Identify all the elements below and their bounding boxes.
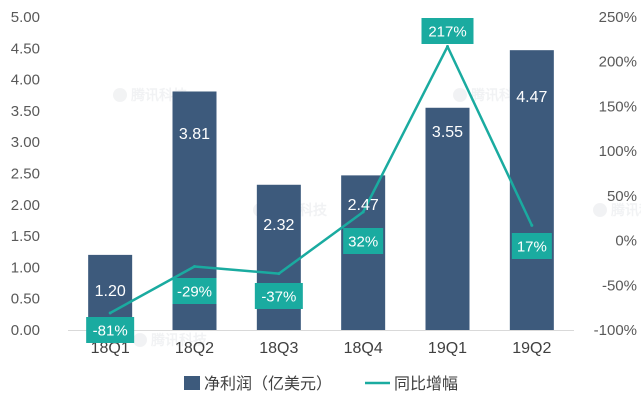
right-tick-label: 50%: [607, 188, 637, 205]
right-tick-label: -50%: [602, 277, 637, 294]
watermarks: 腾讯科技腾讯科技腾讯科技腾讯科技腾讯科技: [113, 87, 641, 348]
bar-value-labels: 1.20 3.81 2.32 2.47 3.55 4.47: [95, 89, 548, 300]
line-value-label: -37%: [254, 283, 303, 309]
svg-text:腾讯科技: 腾讯科技: [611, 202, 641, 218]
category-label: 18Q2: [175, 340, 214, 357]
svg-text:-37%: -37%: [261, 289, 296, 306]
category-label: 18Q4: [344, 340, 383, 357]
left-tick-label: 5.00: [11, 9, 40, 26]
bar-value-label: 2.32: [263, 217, 294, 234]
category-label: 19Q1: [428, 340, 467, 357]
right-tick-label: 250%: [599, 9, 637, 26]
line-path: [109, 45, 533, 315]
line-value-label: -29%: [172, 278, 217, 304]
line-value-label: 32%: [343, 228, 384, 254]
left-tick-label: 0.00: [11, 322, 40, 339]
line-series: [108, 45, 534, 315]
left-tick-label: 0.50: [11, 291, 40, 308]
watermark-logo: 腾讯科技: [593, 202, 641, 218]
category-label: 18Q1: [91, 340, 130, 357]
svg-text:17%: 17%: [517, 239, 547, 256]
left-axis: 0.00 0.50 1.00 1.50 2.00 2.50 3.00 3.50 4.00 4.50…: [11, 9, 40, 339]
left-tick-label: 3.50: [11, 103, 40, 120]
right-tick-label: 150%: [599, 98, 637, 115]
bar-value-label: 4.47: [516, 89, 547, 106]
bar-value-label: 3.81: [179, 126, 210, 143]
line-value-label: 217%: [421, 18, 474, 44]
svg-text:-81%: -81%: [93, 323, 128, 340]
right-tick-label: 0%: [615, 233, 637, 250]
line-value-label: 17%: [511, 233, 552, 259]
left-tick-label: 3.00: [11, 134, 40, 151]
bar-value-label: 2.47: [348, 197, 379, 214]
left-tick-label: 4.00: [11, 72, 40, 89]
svg-text:217%: 217%: [428, 24, 466, 41]
bar: [425, 107, 470, 331]
left-tick-label: 2.50: [11, 166, 40, 183]
bar: [509, 50, 554, 330]
legend-line-label: 同比增幅: [394, 375, 458, 393]
line-point: [446, 45, 449, 49]
line-point: [193, 265, 196, 269]
line-point: [108, 311, 112, 315]
line-value-label: -81%: [86, 317, 135, 343]
line-point: [277, 272, 281, 276]
left-tick-label: 1.50: [11, 228, 40, 245]
legend-bar-swatch: [184, 376, 200, 390]
line-point: [361, 210, 365, 214]
right-tick-label: 200%: [599, 54, 637, 71]
watermark-logo: 腾讯科技: [133, 332, 208, 348]
bar-value-label: 3.55: [432, 124, 463, 141]
legend: 净利润（亿美元） 同比增幅: [184, 375, 458, 393]
left-tick-label: 2.00: [11, 197, 40, 214]
svg-text:32%: 32%: [348, 234, 378, 251]
category-labels: 18Q1 18Q2 18Q3 18Q4 19Q1 19Q2: [91, 340, 552, 357]
line-point: [530, 223, 534, 227]
svg-text:-29%: -29%: [177, 284, 212, 301]
category-label: 18Q3: [259, 340, 298, 357]
right-tick-label: -100%: [594, 322, 637, 339]
right-axis: -100% -50% 0% 50% 100% 150% 200% 250%: [594, 9, 637, 339]
line-value-labels: -81% -29% -37% 32% 217% 17%: [86, 18, 552, 343]
bar-value-label: 1.20: [95, 283, 126, 300]
svg-text:腾讯科技: 腾讯科技: [151, 332, 208, 348]
category-label: 19Q2: [512, 340, 551, 357]
right-tick-label: 100%: [599, 143, 637, 160]
left-tick-label: 4.50: [11, 40, 40, 57]
legend-bar-label: 净利润（亿美元）: [204, 375, 332, 393]
left-tick-label: 1.00: [11, 259, 40, 276]
